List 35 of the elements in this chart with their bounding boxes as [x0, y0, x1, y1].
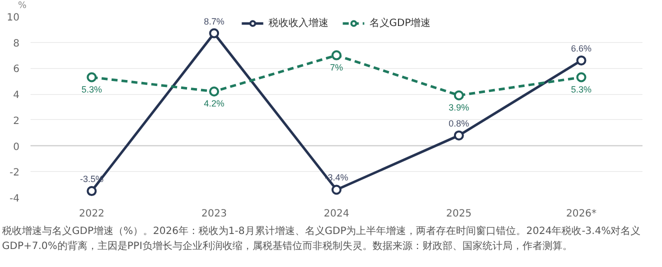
point	[86, 186, 97, 196]
x-tick-label: 2025	[446, 208, 472, 220]
point	[332, 50, 342, 60]
data-label: 0.8%	[448, 118, 470, 128]
data-label: 3.9%	[448, 102, 470, 112]
y-axis-title: %	[18, 0, 27, 12]
point	[454, 130, 464, 140]
y-tick-label: -4	[10, 194, 20, 204]
point	[576, 72, 586, 82]
y-tick-label: 4	[13, 90, 20, 102]
data-label: 5.3%	[571, 84, 592, 94]
legend-label: 名义GDP增速	[369, 16, 431, 30]
data-label: 7%	[330, 62, 344, 72]
x-tick-label: 2024	[324, 208, 350, 220]
y-tick-label: 8	[13, 38, 20, 50]
x-tick-label: 2026*	[566, 208, 597, 220]
data-label: 4.2%	[204, 98, 224, 108]
x-tick-label: 2022	[78, 208, 104, 220]
y-tick-label: -2	[10, 168, 20, 179]
y-tick-label: 0	[13, 142, 20, 153]
point	[454, 90, 464, 100]
point	[332, 184, 342, 195]
data-label: 6.6%	[571, 43, 592, 54]
y-tick-label: 2	[13, 116, 20, 127]
x-tick-label: 2023	[201, 208, 227, 220]
text: 税收增速与名义GDP增速（%）。2026年：税收为1-8月累计增速、名义GDP为上半年增速，两者存在时间窗口错位。2024年税收-3.4%对名义GDP+7.0%的背离，主因是PPI负增长与企业利润收缩，属税基错位而非税制失灵。数据来源：财政部、国家统计局，作者测算。	[2, 224, 642, 254]
point	[209, 86, 220, 96]
point	[209, 28, 220, 38]
legend-label: 税收收入增速	[268, 16, 328, 30]
point	[86, 72, 97, 82]
data-label: 8.7%	[204, 16, 224, 26]
data-label: 5.3%	[81, 84, 102, 94]
point	[576, 55, 586, 66]
y-tick-label: 6	[13, 64, 20, 76]
y-tick-label: 10	[6, 12, 20, 24]
